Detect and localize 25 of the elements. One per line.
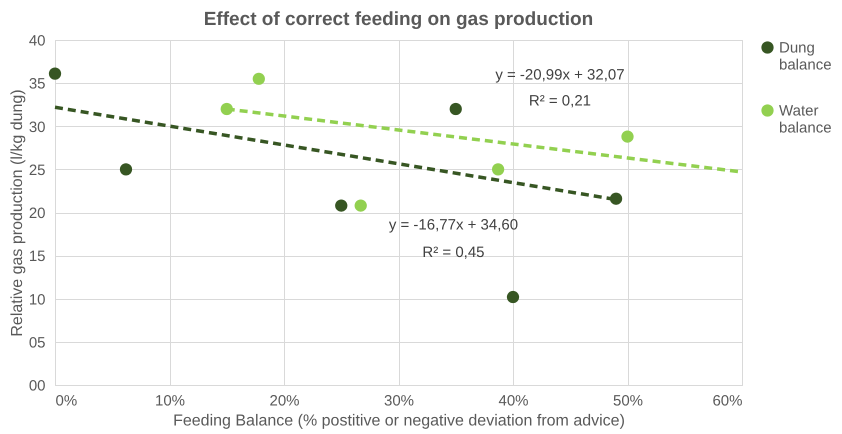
annotation: R² = 0,45	[422, 244, 485, 262]
annotation: R² = 0,21	[528, 92, 592, 110]
legend-label: Water balance	[779, 102, 832, 136]
y-tick-label: 15	[28, 248, 46, 266]
x-tick-label: 50%	[612, 392, 644, 410]
x-axis-title: Feeding Balance (% postitive or negative deviation from advice)	[173, 412, 625, 430]
x-tick-label: 40%	[498, 392, 529, 410]
y-tick-label: 30	[28, 118, 46, 136]
annotation: y = -20,99x + 32,07	[495, 66, 625, 84]
x-tick-label: 30%	[384, 392, 414, 410]
y-tick-label: 35	[28, 76, 46, 93]
y-tick-label: 20	[28, 205, 46, 222]
y-tick-label: 05	[28, 334, 46, 352]
y-tick-label: 25	[28, 162, 46, 179]
y-tick-label: 10	[28, 291, 46, 308]
y-tick-label: 00	[28, 378, 46, 394]
annotation: y = -16,77x + 34,60	[388, 216, 518, 234]
x-tick-label: 20%	[269, 392, 300, 410]
y-axis-title: Relative gas production (l/kg dung)	[8, 89, 26, 337]
x-tick-label: 60%	[712, 392, 742, 410]
x-tick-label: 0%	[56, 392, 78, 410]
legend-label: Dung balance	[779, 40, 832, 74]
chart-title: Effect of correct feeding on gas production	[204, 9, 594, 30]
y-tick-label: 40	[28, 32, 46, 50]
x-tick-label: 10%	[154, 392, 186, 410]
